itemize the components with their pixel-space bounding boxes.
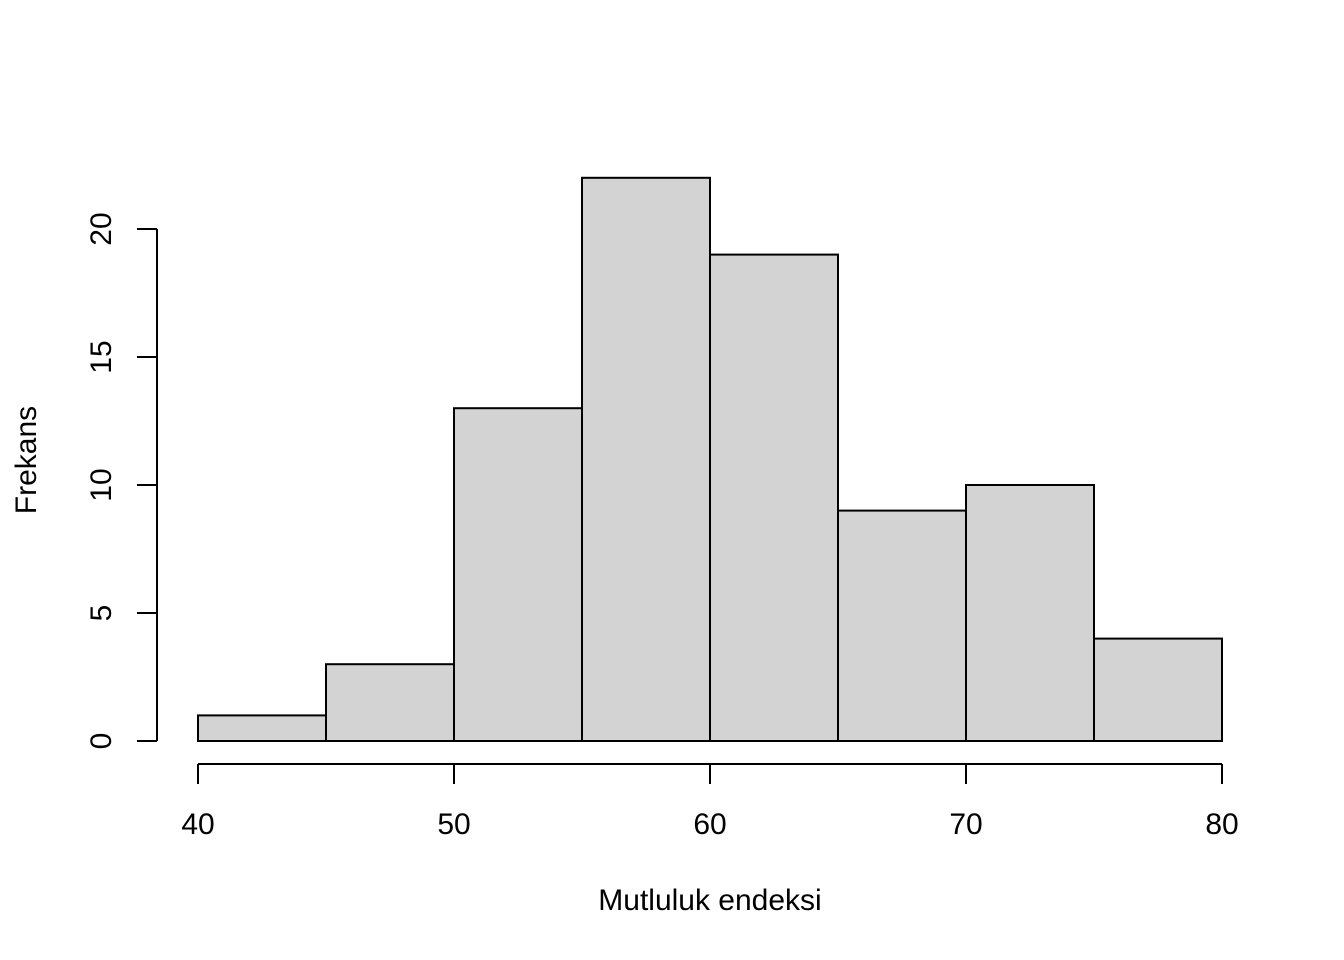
histogram-bar-7 xyxy=(1093,637,1223,742)
x-tick-label-3: 70 xyxy=(949,808,982,841)
y-tick-label-2: 10 xyxy=(85,468,118,501)
x-tick-label-1: 50 xyxy=(437,808,470,841)
y-axis-label: Frekans xyxy=(10,406,43,514)
y-tick-label-1: 5 xyxy=(85,605,118,622)
histogram-bars xyxy=(197,176,1223,743)
y-tick-label-0: 0 xyxy=(85,733,118,750)
x-tick-label-4: 80 xyxy=(1205,808,1238,841)
histogram-bar-1 xyxy=(325,663,455,743)
histogram-bar-4 xyxy=(709,253,839,742)
x-axis: 40 50 60 70 80 xyxy=(181,763,1239,841)
y-axis: 0 5 10 15 20 xyxy=(85,212,158,750)
histogram-bar-6 xyxy=(965,484,1095,742)
histogram-bar-5 xyxy=(837,509,967,742)
histogram-bar-3 xyxy=(581,176,711,743)
histogram-bar-0 xyxy=(197,714,327,743)
x-tick-label-0: 40 xyxy=(181,808,214,841)
y-tick-label-4: 20 xyxy=(85,212,118,245)
histogram-bar-2 xyxy=(453,407,583,742)
y-tick-label-3: 15 xyxy=(85,340,118,373)
x-axis-label: Mutluluk endeksi xyxy=(598,884,821,917)
x-tick-label-2: 60 xyxy=(693,808,726,841)
